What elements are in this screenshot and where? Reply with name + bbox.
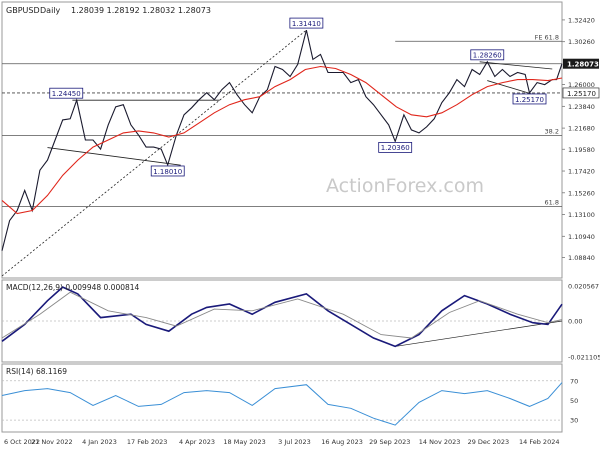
annotation-value: 1.18010 [153,168,182,176]
timeframe-label: Daily [40,6,61,15]
level-label: FE 61.8 [535,33,559,41]
x-tick-label: 4 Apr 2023 [179,438,215,446]
watermark: ActionForex.com [326,175,484,197]
annotation-box [470,49,505,61]
annotation-value: 1.25170 [515,96,544,104]
y-tick-label: 1.23840 [568,103,595,111]
support-trendline [47,147,181,166]
x-tick-label: 14 Nov 2023 [419,438,461,446]
macd-y-tick-label: 0.00 [568,318,582,326]
price-panel-frame [1,1,563,279]
annotation-value: 1.24450 [52,90,81,98]
y-tick-label: 1.30260 [568,38,595,46]
price-layer: FE 61.8 38.2 61.8 1.31410 1.28260 1.24450 1.25… [1,16,600,277]
y-tick-label: 1.19580 [568,146,595,154]
x-tick-label: 14 Feb 2024 [519,438,559,446]
level-price-label: 1.25170 [567,90,596,98]
rsi-panel-frame [1,363,563,433]
x-tick-label: 16 Aug 2023 [321,438,363,446]
annotation-box [49,87,84,99]
level-price-tag [562,87,600,99]
symbol-label: GBPUSD [6,6,40,15]
y-tick-label: 1.21680 [568,125,595,133]
y-tick-label: 1.26000 [568,81,595,89]
x-tick-label: 29 Sep 2023 [369,438,410,446]
price-series-line [1,29,563,251]
macd-title: MACD(12,26,9) 0.009948 0.000814 [6,283,140,292]
macd-signal-line [1,291,563,339]
annotation-box [378,142,413,153]
macd-trendline [395,320,563,347]
annotation-value: 1.20360 [381,144,410,152]
wedge-upper-line [479,61,553,70]
current-price-label: 1.28073 [567,61,599,69]
annotation-value: 1.31410 [292,20,321,28]
rsi-layer: 70 50 30 [1,377,578,426]
channel-trendline [1,29,307,277]
x-tick-label: 21 Nov 2022 [31,438,73,446]
y-tick-label: 1.10940 [568,233,595,241]
rsi-y-tick-label: 70 [570,377,578,385]
y-tick-label: 1.32420 [568,16,595,24]
ohlc-readout: 1.28039 1.28192 1.28032 1.28073 [71,6,211,15]
x-tick-label: 29 Dec 2023 [468,438,510,446]
y-tick-label: 1.08840 [568,254,595,262]
y-tick-label: 1.17420 [568,168,595,176]
x-tick-label: 3 Jul 2023 [278,438,311,446]
moving-average-line [1,65,563,215]
rsi-line [1,382,563,426]
wedge-lower-line [487,80,538,97]
annotation-value: 1.28260 [473,52,502,60]
current-price-tag [563,58,599,69]
rsi-title: RSI(14) 68.1169 [6,367,67,376]
macd-layer: 0.020567 0.00 -0.021105 [1,283,600,361]
macd-y-tick-label: 0.020567 [568,283,599,291]
x-tick-label: 18 May 2023 [223,438,265,446]
price-header: GBPUSD Daily 1.28039 1.28192 1.28032 1.2… [6,6,211,15]
x-tick-label: 4 Jan 2023 [82,438,117,446]
level-label: 38.2 [545,127,559,135]
y-tick-label: 1.13100 [568,211,595,219]
annotation-box [150,165,185,177]
y-tick-label: 1.15260 [568,189,595,197]
annotation-box [289,17,324,29]
x-tick-label: 17 Feb 2023 [127,438,167,446]
x-tick-label: 6 Oct 2022 [4,438,40,446]
annotation-box [512,93,547,105]
macd-y-tick-label: -0.021105 [568,353,600,361]
level-label: 61.8 [545,198,559,206]
rsi-y-tick-label: 50 [570,397,578,405]
rsi-y-tick-label: 30 [570,417,578,425]
